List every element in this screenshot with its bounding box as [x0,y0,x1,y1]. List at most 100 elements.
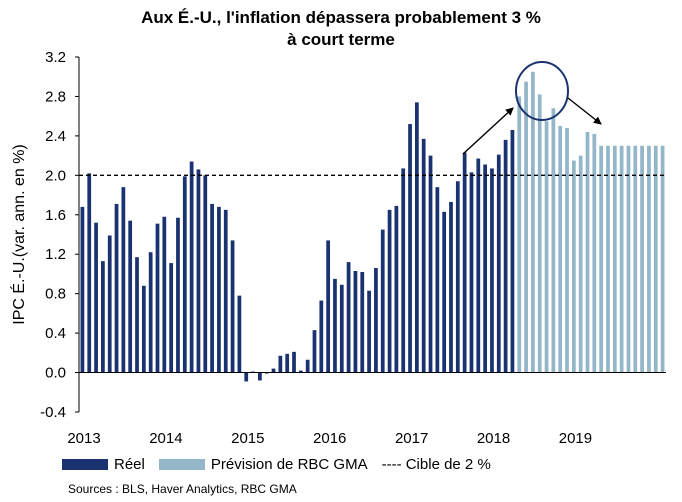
bar-forecast-19 [647,145,651,373]
chart-svg: 3.2 2.8 2.4 2.0 1.6 1.2 0.8 0.4 0.0 -0.4 IPC É.-U.… [9,49,666,447]
bar-forecast-21 [660,145,665,373]
bar-actual-36 [326,240,331,373]
bar-actual-58 [476,158,481,373]
bar-actual-41 [360,271,365,373]
bar-actual-15 [182,176,187,373]
bar-actual-61 [496,154,501,373]
bar-actual-6 [121,187,126,373]
bar-actual-45 [387,209,392,373]
bars-group [80,71,665,382]
bar-actual-7 [128,220,133,373]
bar-forecast-16 [626,145,631,373]
bar-forecast-10 [585,131,590,373]
bar-actual-43 [374,268,378,373]
arrow-fall [567,97,602,125]
bar-actual-1 [87,173,92,373]
bar-forecast-1 [524,81,528,373]
bar-forecast-18 [640,145,644,373]
bar-actual-3 [101,261,105,373]
legend-item-target: ---- Cible de 2 % [382,456,491,473]
bar-actual-56 [462,152,467,373]
bar-actual-10 [148,252,153,373]
bar-forecast-20 [653,145,658,373]
bar-actual-20 [217,206,221,373]
legend-item-actual: Réel [62,456,145,473]
bar-forecast-7 [565,128,569,373]
bar-actual-38 [339,284,344,373]
bar-actual-54 [449,201,453,373]
bar-forecast-13 [606,145,610,373]
bar-actual-8 [135,257,139,373]
bar-forecast-5 [551,108,556,373]
bar-forecast-0 [517,96,522,373]
bar-forecast-6 [558,126,563,373]
bar-actual-13 [169,263,174,373]
bar-actual-44 [380,229,385,373]
bar-forecast-2 [531,71,535,373]
bar-forecast-15 [619,145,624,373]
bar-actual-53 [442,211,447,373]
bar-actual-39 [346,262,351,373]
y-tick-label: 2.8 [45,88,66,105]
x-tick-label: 2015 [231,430,264,447]
bar-actual-47 [401,168,406,373]
annotations-group [79,61,666,176]
bar-actual-33 [305,359,310,373]
bar-actual-16 [189,161,194,373]
peak-highlight-circle [515,61,569,121]
bar-actual-49 [414,102,419,373]
bar-actual-57 [469,172,474,373]
bar-actual-40 [353,270,358,373]
legend-label-actual: Réel [114,456,145,473]
y-tick-label: 0.4 [45,325,66,342]
bar-actual-32 [298,370,303,373]
x-tick-label: 2016 [313,430,346,447]
bar-actual-35 [319,300,324,373]
legend-label-target: ---- Cible de 2 % [381,456,491,473]
bar-forecast-12 [599,145,604,373]
bar-actual-62 [503,139,508,373]
bar-forecast-9 [578,155,583,373]
y-tick-label: 1.6 [45,207,66,224]
x-tick-label: 2014 [149,430,182,447]
bar-actual-37 [333,278,337,373]
bar-actual-12 [162,216,167,373]
bar-forecast-14 [612,145,617,373]
bar-actual-5 [114,203,119,373]
bar-actual-21 [223,209,228,373]
y-tick-label: 3.2 [45,49,66,66]
x-tick-label: 2019 [559,430,592,447]
bar-actual-55 [455,181,460,373]
bar-forecast-11 [592,133,597,373]
legend: Réel Prévision de RBC GMA ---- Cible de … [62,456,505,473]
bar-actual-23 [237,295,242,373]
bar-actual-60 [490,168,494,373]
axes-group: 3.2 2.8 2.4 2.0 1.6 1.2 0.8 0.4 0.0 -0.4 IPC É.-U.… [9,49,666,447]
bar-actual-34 [312,330,317,373]
arrow-rise [462,107,514,155]
bar-actual-17 [196,169,201,373]
y-tick-label: 2.4 [45,128,66,145]
bar-actual-63 [510,129,515,373]
sources-note: Sources : BLS, Haver Analytics, RBC GMA [68,482,297,496]
legend-swatch-actual [62,459,108,470]
bar-forecast-3 [537,94,542,373]
bar-actual-14 [176,217,180,373]
bar-actual-48 [408,124,412,373]
y-tick-label: 0.0 [45,365,66,382]
bar-actual-30 [285,353,290,373]
bar-actual-50 [421,138,426,373]
y-tick-label: 1.2 [45,246,66,263]
x-tick-label: 2013 [67,430,100,447]
bar-actual-31 [292,351,296,373]
chart-title-line-1: Aux É.-U., l'inflation dépassera probabl… [141,8,541,27]
bar-forecast-8 [571,160,576,373]
bar-actual-18 [203,175,208,373]
bar-actual-4 [107,235,112,373]
bar-actual-22 [230,240,235,373]
bar-actual-9 [141,285,146,373]
bar-forecast-17 [633,145,638,373]
legend-label-forecast: Prévision de RBC GMA [210,456,368,473]
bar-actual-59 [483,164,487,373]
bar-actual-2 [94,222,98,373]
